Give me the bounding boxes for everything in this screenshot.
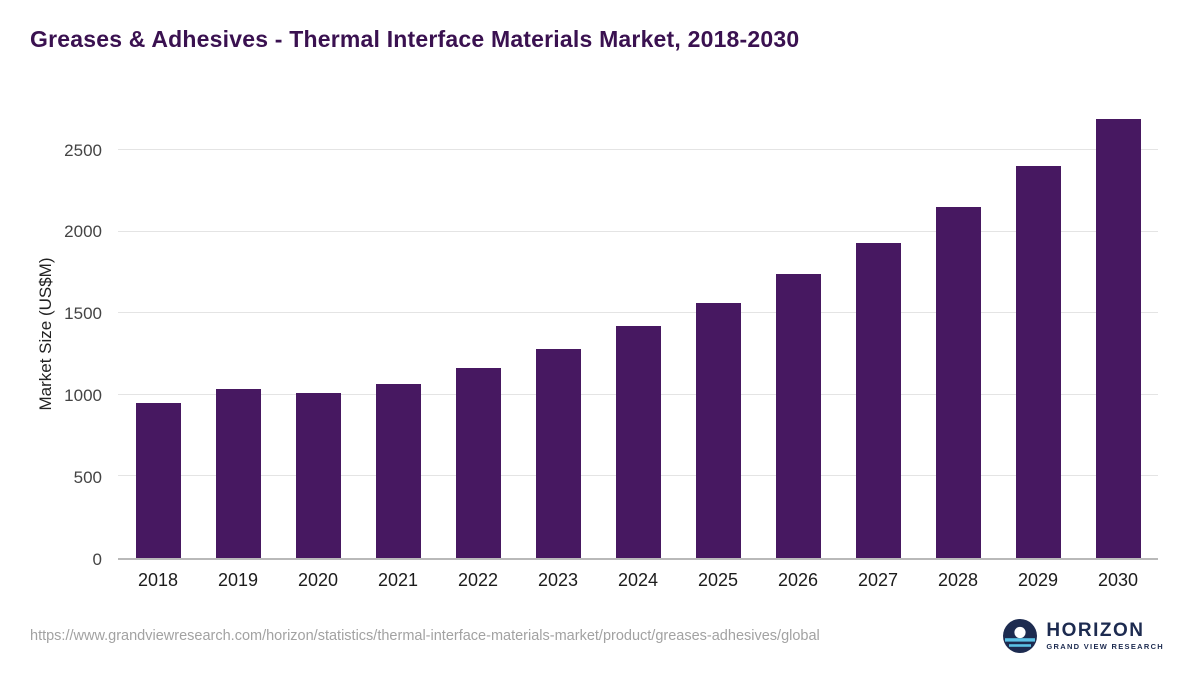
bar-2024 <box>615 326 661 558</box>
bar-slot-2030 <box>1078 108 1158 558</box>
horizon-logo-subtitle: GRAND VIEW RESEARCH <box>1046 642 1164 652</box>
y-axis: 0 500 1000 1500 2000 2500 <box>48 108 118 569</box>
y-tick-label-1500: 1500 <box>64 304 102 324</box>
x-tick-label-2028: 2028 <box>937 570 979 590</box>
x-tick-label-2024: 2024 <box>617 570 659 590</box>
bar-slot-2029 <box>998 108 1078 558</box>
bar-slot-2023 <box>518 108 598 558</box>
bar-2021 <box>375 384 421 558</box>
footer: https://www.grandviewresearch.com/horizo… <box>30 613 1164 659</box>
bar-2025 <box>695 302 741 558</box>
gridline-2000 <box>118 230 1158 232</box>
x-tick-label-2023: 2023 <box>537 570 579 590</box>
x-tick-label-2027: 2027 <box>857 570 899 590</box>
bar-slot-2018 <box>118 108 198 558</box>
bar-slot-2022 <box>438 108 518 558</box>
bar-2020 <box>295 393 341 558</box>
bar-2022 <box>455 368 501 558</box>
bar-slot-2025 <box>678 108 758 558</box>
x-tick-label-2026: 2026 <box>777 570 819 590</box>
bar-2018 <box>135 403 181 558</box>
y-tick-label-1000: 1000 <box>64 386 102 406</box>
bar-2027 <box>855 242 901 558</box>
horizon-logo-title: HORIZON <box>1046 619 1145 641</box>
bar-2026 <box>775 274 821 558</box>
x-tick-label-2018: 2018 <box>137 570 179 590</box>
x-tick-label-2022: 2022 <box>457 570 499 590</box>
x-tick-label-2030: 2030 <box>1097 570 1139 590</box>
y-tick-label-500: 500 <box>73 468 102 488</box>
bar-slot-2026 <box>758 108 838 558</box>
chart-title: Greases & Adhesives - Thermal Interface … <box>30 26 800 52</box>
x-tick-label-2025: 2025 <box>697 570 739 590</box>
gridline-1500 <box>118 312 1158 314</box>
bar-slot-2028 <box>918 108 998 558</box>
x-tick-label-2021: 2021 <box>377 570 419 590</box>
bar-slot-2027 <box>838 108 918 558</box>
x-axis: 2018 2019 2020 2021 2022 2023 2024 2025 2026 2027… <box>118 570 1158 591</box>
y-tick-label-2500: 2500 <box>64 140 102 160</box>
horizon-logo-text: HORIZON GRAND VIEW RESEARCH <box>1046 619 1164 652</box>
horizon-logo-icon <box>1003 619 1038 653</box>
horizon-logo: HORIZON GRAND VIEW RESEARCH <box>1003 619 1164 653</box>
y-tick-label-0: 0 <box>92 550 102 569</box>
bar-2019 <box>215 389 261 558</box>
bar-2023 <box>535 349 581 558</box>
bars <box>118 108 1158 558</box>
bar-2030 <box>1095 119 1141 558</box>
bar-slot-2024 <box>598 108 678 558</box>
bar-2029 <box>1015 165 1061 558</box>
y-tick-label-2000: 2000 <box>64 222 102 242</box>
bar-slot-2020 <box>278 108 358 558</box>
x-tick-label-2019: 2019 <box>217 570 259 590</box>
chart-area: Market Size (US$M) 0 500 1000 1500 2000 2500 … <box>36 108 1158 590</box>
source-url: https://www.grandviewresearch.com/horizo… <box>30 628 820 644</box>
x-tick-label-2020: 2020 <box>297 570 339 590</box>
x-tick-label-2029: 2029 <box>1017 570 1059 590</box>
bar-slot-2021 <box>358 108 438 558</box>
bar-2028 <box>935 206 981 558</box>
bar-slot-2019 <box>198 108 278 558</box>
gridline-2500 <box>118 149 1158 151</box>
plot-area <box>118 108 1158 560</box>
